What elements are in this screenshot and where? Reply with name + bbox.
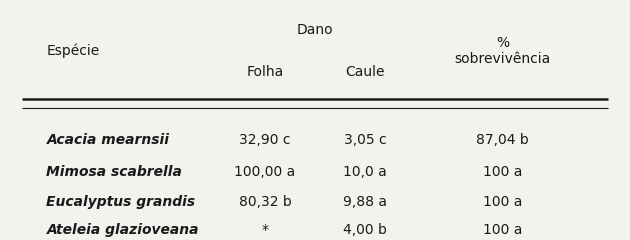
Text: Espécie: Espécie: [47, 44, 100, 58]
Text: 10,0 a: 10,0 a: [343, 165, 387, 180]
Text: Ateleia glazioveana: Ateleia glazioveana: [47, 223, 199, 237]
Text: 87,04 b: 87,04 b: [476, 133, 529, 147]
Text: 4,00 b: 4,00 b: [343, 223, 387, 237]
Text: Caule: Caule: [345, 65, 385, 78]
Text: 32,90 c: 32,90 c: [239, 133, 291, 147]
Text: 100 a: 100 a: [483, 165, 522, 180]
Text: %
sobrevivência: % sobrevivência: [454, 36, 551, 66]
Text: Folha: Folha: [246, 65, 284, 78]
Text: Dano: Dano: [297, 23, 333, 37]
Text: 100 a: 100 a: [483, 195, 522, 209]
Text: 80,32 b: 80,32 b: [239, 195, 292, 209]
Text: 100 a: 100 a: [483, 223, 522, 237]
Text: 3,05 c: 3,05 c: [343, 133, 386, 147]
Text: Acacia mearnsii: Acacia mearnsii: [47, 133, 169, 147]
Text: *: *: [261, 223, 268, 237]
Text: Eucalyptus grandis: Eucalyptus grandis: [47, 195, 195, 209]
Text: 9,88 a: 9,88 a: [343, 195, 387, 209]
Text: Mimosa scabrella: Mimosa scabrella: [47, 165, 182, 180]
Text: 100,00 a: 100,00 a: [234, 165, 295, 180]
